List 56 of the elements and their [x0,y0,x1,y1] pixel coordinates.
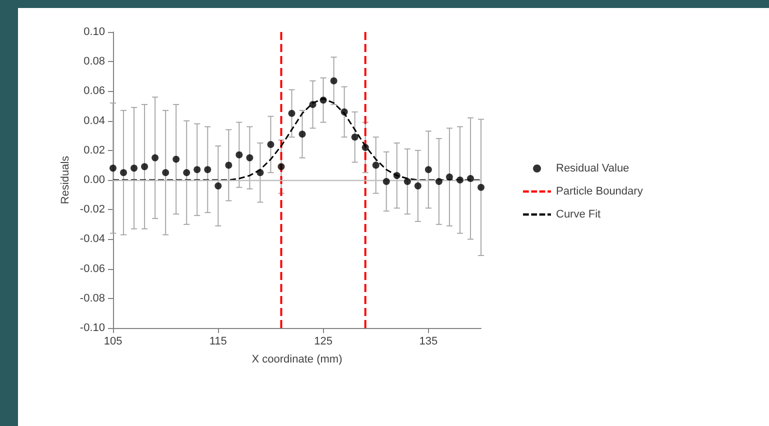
point [278,163,285,170]
point [246,154,254,162]
point [267,140,274,148]
point [214,182,222,190]
y-tick-label: 0.08 [84,56,105,68]
point [141,163,148,170]
point [204,166,212,174]
y-tick-label: 0.00 [84,174,105,186]
point [456,176,464,184]
y-tick-label: -0.04 [80,233,105,246]
point [382,178,390,185]
point [256,169,264,176]
y-tick-label: -0.08 [80,292,105,304]
point [362,144,369,151]
point [172,156,180,163]
point [120,169,128,176]
point [194,166,201,174]
point [320,96,327,104]
point [414,182,422,190]
point [330,77,338,84]
point [478,184,484,191]
y-tick-label: -0.06 [80,262,105,275]
y-tick-label: -0.02 [80,204,105,216]
x-tick-label: 105 [104,336,122,348]
point [340,108,348,116]
x-tick-label: 135 [419,336,438,348]
point [393,172,400,180]
y-tick-label: -0.10 [80,322,105,334]
x-tick-label: 115 [209,336,227,348]
y-tick-label: 0.10 [84,26,105,38]
point [225,162,232,169]
y-axis-title: Residuals [60,155,72,204]
point [372,162,380,169]
point [298,130,306,138]
point [446,174,453,181]
point [435,178,442,185]
point [236,151,243,158]
legend-label: Residual Value [556,162,630,174]
point [130,164,138,172]
legend-label: Particle Boundary [556,186,644,198]
point [110,164,116,172]
y-tick-label: 0.04 [84,114,105,127]
y-tick-label: 0.02 [84,144,105,156]
point [183,169,190,176]
point [351,134,358,141]
x-tick-label: 125 [314,336,332,348]
point [288,110,296,117]
point [424,166,432,174]
y-tick-label: 0.06 [84,85,105,98]
point [309,101,316,108]
point [404,178,411,185]
point [162,169,170,176]
point [152,154,159,162]
point [466,175,474,182]
legend-label: Curve Fit [556,208,601,220]
x-axis-title: X coordinate (mm) [252,354,342,366]
